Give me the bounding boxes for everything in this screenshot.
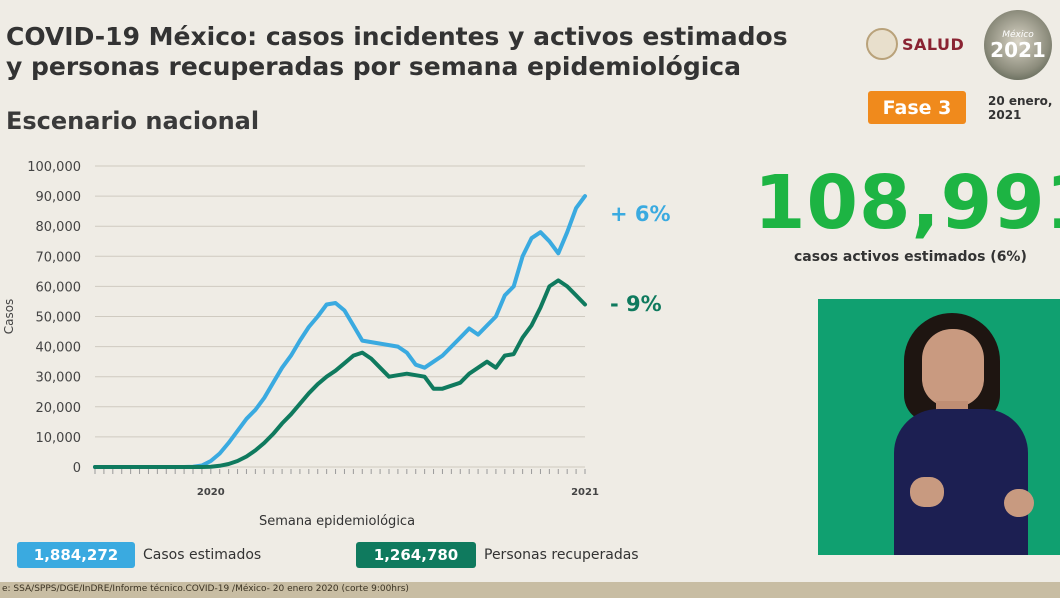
x-group-label: 2021: [571, 487, 599, 498]
y-tick-label: 30,000: [36, 371, 82, 386]
scenario-subtitle: Escenario nacional: [6, 107, 260, 135]
x-axis-label: Semana epidemiológica: [259, 514, 415, 529]
estimated-change-label: + 6%: [610, 202, 671, 226]
interpreter-hand-left: [910, 477, 944, 507]
year-logo-country: México: [1002, 30, 1034, 40]
estimated-cases-total-badge: 1,884,272: [17, 542, 135, 568]
cases-line-chart: 0 10,000 20,000 30,000 40,000 50,000 60,000 70,…: [2, 160, 599, 529]
y-axis-label: Casos: [2, 299, 16, 335]
salud-logo: SALUD: [866, 28, 964, 60]
source-text: e: SSA/SPPS/DGE/InDRE/Informe técnico.CO…: [2, 584, 409, 594]
interpreter-hand-right: [1004, 489, 1034, 517]
recovered-total-badge: 1,264,780: [356, 542, 476, 568]
phase-badge: Fase 3: [868, 91, 966, 124]
report-date-line1: 20 enero,: [988, 94, 1053, 108]
y-tick-label: 10,000: [36, 431, 82, 446]
interpreter-face: [922, 329, 984, 407]
y-tick-label: 100,000: [27, 160, 81, 175]
x-group-label: 2020: [197, 487, 225, 498]
active-cases-value: 108,991: [754, 160, 1060, 246]
recovered-label: Personas recuperadas: [484, 547, 639, 563]
salud-logo-text: SALUD: [902, 34, 965, 54]
report-date: 20 enero, 2021: [988, 94, 1052, 122]
year-logo-year: 2021: [990, 38, 1046, 62]
y-tick-label: 60,000: [36, 280, 82, 295]
coat-of-arms-icon: [866, 28, 898, 60]
estimated-cases-label: Casos estimados: [143, 547, 262, 563]
y-tick-label: 0: [73, 461, 81, 476]
y-tick-label: 90,000: [36, 190, 82, 205]
y-tick-label: 20,000: [36, 401, 82, 416]
y-tick-label: 50,000: [36, 311, 82, 326]
sign-language-interpreter-video: [818, 299, 1060, 555]
active-cases-caption: casos activos estimados (6%): [794, 249, 1027, 265]
y-tick-label: 80,000: [36, 220, 82, 235]
report-date-line2: 2021: [988, 108, 1022, 122]
recovered-line: [93, 278, 587, 469]
source-footer: e: SSA/SPPS/DGE/InDRE/Informe técnico.CO…: [0, 582, 1060, 598]
mexico-2021-logo: México 2021: [984, 10, 1052, 80]
y-tick-label: 70,000: [36, 250, 82, 265]
y-tick-label: 40,000: [36, 341, 82, 356]
estimated-cases-line: [93, 194, 587, 469]
recovered-change-label: - 9%: [610, 292, 662, 316]
page-title: COVID-19 México: casos incidentes y acti…: [6, 22, 788, 81]
